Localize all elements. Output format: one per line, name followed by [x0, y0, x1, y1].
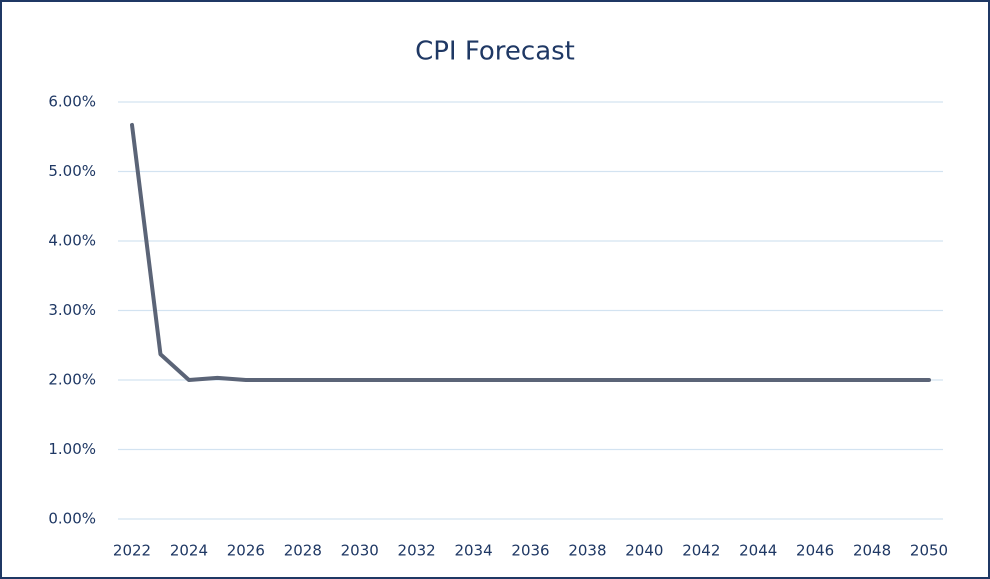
- x-tick-label: 2040: [625, 542, 663, 560]
- line-series: [130, 122, 931, 382]
- y-tick-label: 1.00%: [48, 440, 96, 458]
- x-tick-label: 2036: [511, 542, 549, 560]
- y-tick-label: 6.00%: [48, 93, 96, 111]
- y-tick-label: 0.00%: [48, 510, 96, 528]
- x-tick-label: 2034: [454, 542, 492, 560]
- x-tick-label: 2026: [227, 542, 265, 560]
- x-tick-label: 2042: [682, 542, 720, 560]
- x-tick-label: 2048: [853, 542, 891, 560]
- x-tick-label: 2038: [568, 542, 606, 560]
- y-tick-label: 2.00%: [48, 371, 96, 389]
- x-tick-label: 2032: [398, 542, 436, 560]
- x-tick-label: 2028: [284, 542, 322, 560]
- y-tick-label: 4.00%: [48, 232, 96, 250]
- chart-title: CPI Forecast: [415, 37, 575, 67]
- x-tick-label: 2046: [796, 542, 834, 560]
- y-tick-label: 5.00%: [48, 162, 96, 180]
- x-tick-label: 2044: [739, 542, 777, 560]
- x-tick-label: 2022: [113, 542, 151, 560]
- x-tick-label: 2050: [910, 542, 948, 560]
- x-tick-label: 2030: [341, 542, 379, 560]
- y-tick-label: 3.00%: [48, 301, 96, 319]
- x-tick-label: 2024: [170, 542, 208, 560]
